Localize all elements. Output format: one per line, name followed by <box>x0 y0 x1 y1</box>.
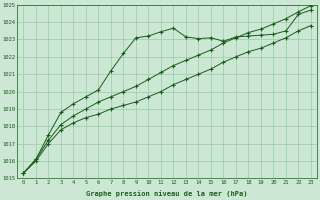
X-axis label: Graphe pression niveau de la mer (hPa): Graphe pression niveau de la mer (hPa) <box>86 190 248 197</box>
